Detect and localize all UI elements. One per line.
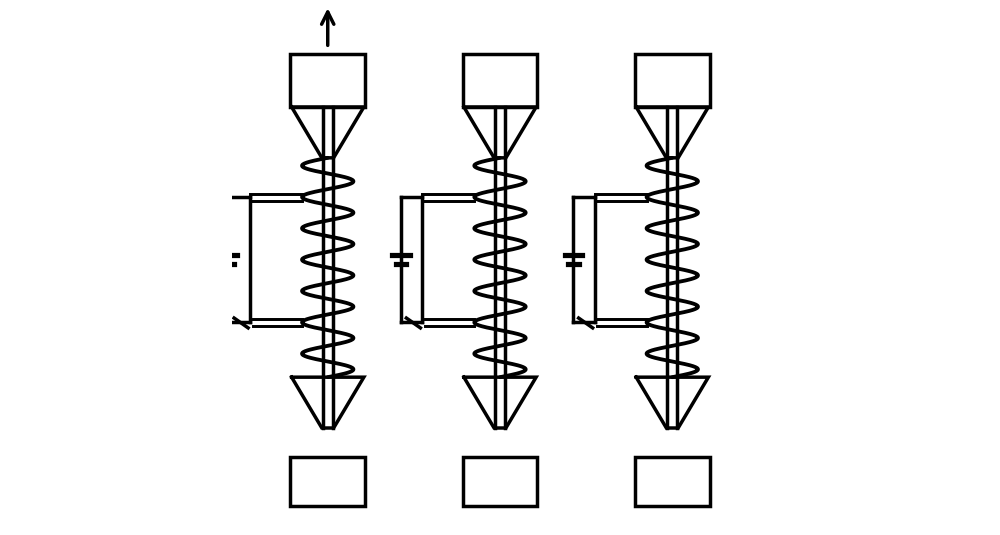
Bar bbox=[463, 457, 537, 506]
Bar bbox=[635, 457, 710, 506]
Bar bbox=[635, 54, 710, 107]
Bar bbox=[463, 54, 537, 107]
Bar bbox=[290, 54, 365, 107]
Bar bbox=[290, 457, 365, 506]
